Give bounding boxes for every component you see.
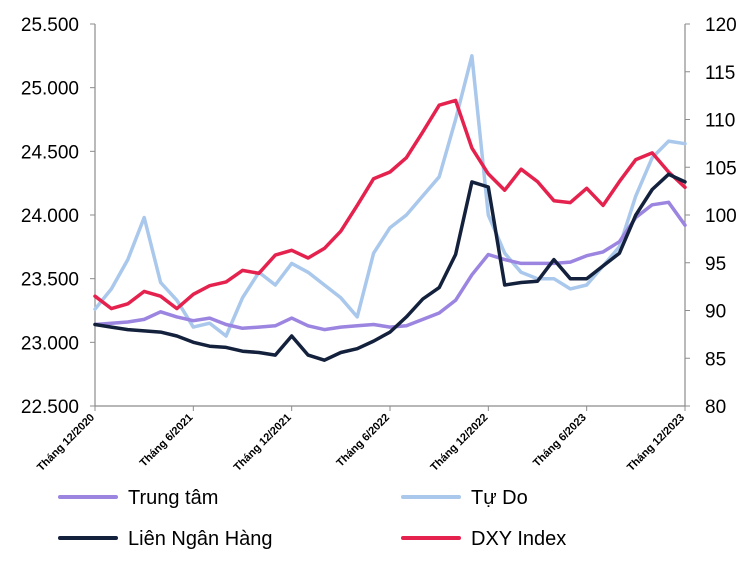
right-tick-label: 100 [705, 206, 737, 227]
legend-label: DXY Index [471, 528, 566, 550]
right-tick-label: 115 [705, 63, 735, 84]
series-line-0 [93, 200, 687, 332]
left-axis-ticks: 22.500 23.000 23.500 24.000 24.500 25.000 25.5… [21, 15, 95, 418]
right-tick-label: 105 [705, 158, 737, 179]
series-layer [93, 54, 687, 362]
series-line-3 [93, 98, 687, 311]
x-tick-label: Tháng 12/2021 [232, 412, 294, 474]
legend-label: Tự Do [471, 487, 528, 509]
right-tick-label: 85 [705, 349, 726, 370]
right-tick-label: 120 [705, 15, 737, 36]
legend-label: Liên Ngân Hàng [128, 528, 273, 550]
legend: Trung tâm Tự Do Liên Ngân Hàng DXY Index [58, 487, 566, 550]
left-tick-label: 23.500 [21, 270, 79, 291]
x-tick-label: Tháng 12/2020 [35, 412, 97, 474]
x-tick-label: Tháng 12/2023 [625, 412, 687, 474]
right-tick-label: 90 [705, 302, 726, 323]
plot-frame [94, 24, 686, 407]
x-tick-label: Tháng 12/2022 [428, 412, 490, 474]
right-tick-label: 95 [705, 254, 726, 275]
x-tick-label: Tháng 6/2023 [531, 412, 589, 470]
right-tick-label: 80 [705, 397, 726, 418]
left-tick-label: 24.000 [21, 206, 79, 227]
left-tick-label: 24.500 [21, 142, 79, 163]
left-tick-label: 25.500 [21, 15, 79, 36]
x-tick-label: Tháng 6/2022 [334, 412, 392, 470]
right-axis-ticks: 80 85 90 95 100 105 110 115 120 [685, 15, 737, 418]
left-tick-label: 23.000 [21, 333, 79, 354]
x-tick-label: Tháng 6/2021 [138, 412, 196, 470]
x-axis-ticks: Tháng 12/2020 Tháng 6/2021 Tháng 12/2021 Th… [35, 406, 687, 474]
left-tick-label: 22.500 [21, 397, 79, 418]
legend-label: Trung tâm [128, 487, 218, 509]
series-line-1 [93, 54, 687, 338]
series-line-2 [93, 172, 687, 362]
right-tick-label: 110 [705, 111, 735, 132]
left-tick-label: 25.000 [21, 79, 79, 100]
